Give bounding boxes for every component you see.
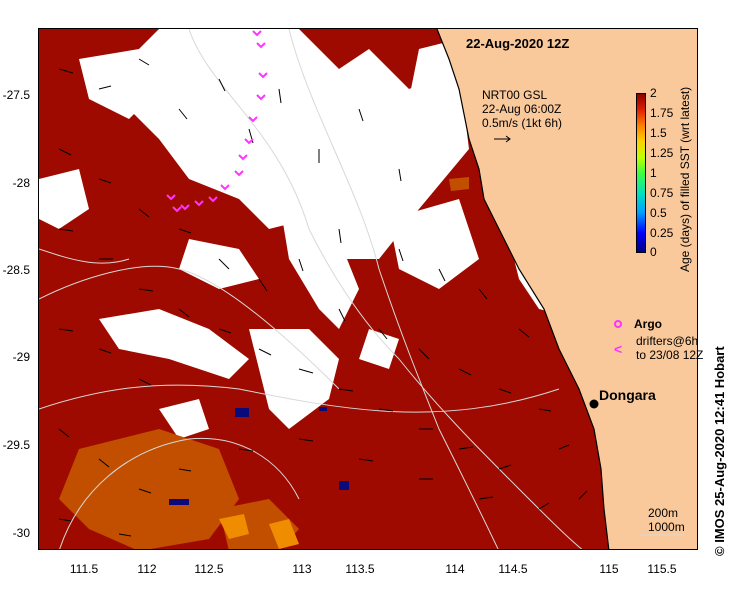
coastline	[436, 29, 610, 549]
dongara-label: Dongara	[599, 387, 656, 403]
land	[437, 29, 697, 549]
x-tick: 113	[292, 562, 312, 576]
colorbar-tick: 0	[650, 245, 657, 259]
dongara-marker	[589, 399, 599, 409]
colorbar-tick: 1.5	[650, 126, 667, 140]
drifter-legend-line-2: to 23/08 12Z	[636, 348, 704, 362]
reference-arrow	[494, 135, 511, 143]
y-tick: -30	[12, 526, 30, 540]
drifter-legend-line-1: drifters@6h	[636, 334, 699, 348]
colorbar-tick: 0.75	[650, 186, 674, 200]
credit: © IMOS 25-Aug-2020 12:41 Hobart	[712, 346, 727, 556]
contour-legend: 200m 1000m	[648, 506, 685, 534]
colorbar-tick: 1.75	[650, 106, 674, 120]
map-panel	[38, 28, 698, 550]
y-tick: -28	[12, 176, 30, 190]
x-tick: 115.5	[647, 562, 677, 576]
drifter-legend-symbol: <	[614, 341, 623, 357]
cloud-gaps	[39, 29, 579, 439]
y-tick: -28.5	[2, 263, 30, 277]
bathymetry-contours	[39, 29, 583, 549]
current-line-1: NRT00 GSL	[482, 88, 548, 102]
argo-drifter-tracks	[166, 30, 268, 213]
colorbar-title: Age (days) of filled SST (wrt latest)	[678, 86, 692, 272]
x-tick: 111.5	[69, 562, 99, 576]
colorbar-tick: 1	[650, 166, 657, 180]
x-tick: 115	[599, 562, 619, 576]
drifter-legend-text: drifters@6h to 23/08 12Z	[636, 334, 703, 362]
colorbar-tick: 0.25	[650, 226, 674, 240]
colorbar-tick: 1.25	[650, 146, 674, 160]
x-tick: 113.5	[345, 562, 375, 576]
y-tick: -29.5	[2, 438, 30, 452]
argo-legend-symbol	[614, 320, 622, 328]
current-line-3: 0.5m/s (1kt 6h)	[482, 116, 563, 130]
map-title: 22-Aug-2020 12Z	[466, 36, 570, 51]
y-tick: -29	[12, 350, 30, 364]
colorbar-tick: 2	[650, 86, 657, 100]
x-tick: 112.5	[194, 562, 224, 576]
x-tick: 112	[137, 562, 157, 576]
contour-legend-1000m: 1000m	[648, 520, 685, 534]
colorbar-tick: 0.5	[650, 206, 667, 220]
current-arrows	[58, 58, 588, 537]
orange-patches	[219, 514, 299, 549]
x-tick: 114	[445, 562, 465, 576]
y-tick: -27.5	[2, 88, 30, 102]
map-canvas	[39, 29, 697, 549]
argo-legend-label: Argo	[634, 317, 662, 331]
current-annotation: NRT00 GSL 22-Aug 06:00Z 0.5m/s (1kt 6h)	[482, 88, 562, 130]
navy-patches	[169, 407, 349, 505]
colorbar	[636, 93, 646, 253]
x-tick: 114.5	[498, 562, 528, 576]
contour-legend-200m: 200m	[648, 506, 679, 520]
current-line-2: 22-Aug 06:00Z	[482, 102, 562, 116]
